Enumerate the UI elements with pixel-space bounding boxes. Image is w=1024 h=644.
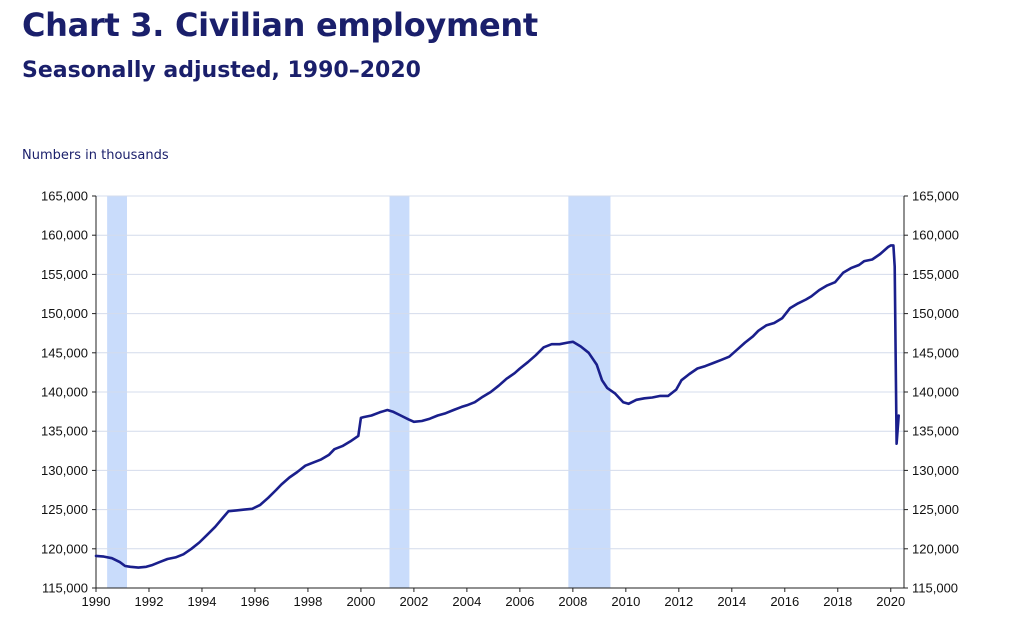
axes [92,195,908,592]
right-y-tick-label: 125,000 [912,502,959,517]
x-tick-label: 1994 [188,594,217,609]
y-axis-units-label: Numbers in thousands [22,148,169,163]
right-y-tick-labels: 115,000 120,000 125,000 130,000 135,000 140,0… [912,189,959,596]
left-y-tick-label: 155,000 [41,267,88,282]
x-tick-label: 1990 [82,594,111,609]
left-y-tick-label: 125,000 [41,502,88,517]
x-tick-label: 2014 [717,594,746,609]
left-y-tick-label: 145,000 [41,345,88,360]
x-tick-label: 2004 [452,594,481,609]
right-y-tick-label: 155,000 [912,267,959,282]
right-y-tick-label: 115,000 [912,581,958,596]
right-y-tick-label: 120,000 [912,541,959,556]
right-y-tick-label: 130,000 [912,463,959,478]
gridlines [96,195,904,550]
x-tick-label: 2002 [399,594,428,609]
left-y-tick-label: 130,000 [41,463,88,478]
series-line-0 [94,244,901,569]
x-tick-labels: 1990 1992 1994 1996 1998 2000 2002 2004 2006 2008… [82,594,906,609]
x-tick-label: 1996 [240,594,269,609]
left-y-tick-label: 115,000 [42,581,88,596]
chart-title: Chart 3. Civilian employment [22,6,538,44]
x-tick-label: 2006 [505,594,534,609]
chart-subtitle: Seasonally adjusted, 1990–2020 [22,58,421,83]
left-y-tick-label: 135,000 [41,424,88,439]
right-y-tick-label: 140,000 [912,385,959,400]
x-tick-label: 2020 [876,594,905,609]
right-y-tick-label: 135,000 [912,424,959,439]
right-y-tick-label: 150,000 [912,306,959,321]
x-tick-label: 2000 [346,594,375,609]
right-y-tick-label: 145,000 [912,345,959,360]
x-tick-label: 2008 [558,594,587,609]
left-y-tick-label: 150,000 [41,306,88,321]
left-y-tick-label: 120,000 [41,541,88,556]
x-tick-label: 1992 [135,594,164,609]
left-y-tick-label: 140,000 [41,385,88,400]
x-tick-label: 2016 [770,594,799,609]
x-tick-label: 2012 [664,594,693,609]
series [94,244,901,569]
left-y-tick-labels: 115,000 120,000 125,000 130,000 135,000 140,0… [41,189,88,596]
x-tick-label: 2018 [823,594,852,609]
left-y-tick-label: 160,000 [41,228,88,243]
x-tick-label: 1998 [293,594,322,609]
left-y-tick-label: 165,000 [41,189,88,204]
right-y-tick-label: 165,000 [912,189,959,204]
right-y-tick-label: 160,000 [912,228,959,243]
x-tick-label: 2010 [611,594,640,609]
